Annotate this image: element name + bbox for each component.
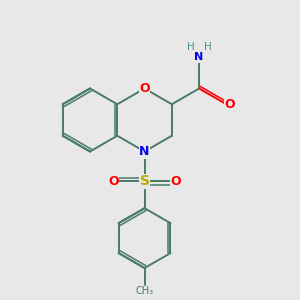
Text: O: O [108,175,119,188]
Text: S: S [140,174,150,188]
Text: O: O [139,82,150,95]
Text: H: H [187,42,195,52]
Text: H: H [204,42,212,52]
Text: O: O [170,175,181,188]
Text: CH₃: CH₃ [136,286,154,296]
Text: O: O [225,98,235,111]
Text: N: N [194,52,204,62]
Text: N: N [140,145,150,158]
